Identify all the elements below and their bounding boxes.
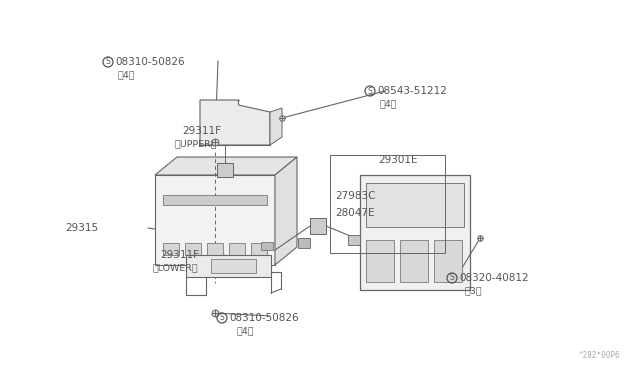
Bar (434, 240, 462, 282)
Text: 27983C: 27983C (335, 191, 376, 201)
Text: 08543-51212: 08543-51212 (377, 86, 447, 96)
Bar (185, 243, 201, 255)
Polygon shape (200, 100, 270, 145)
Text: 08310-50826: 08310-50826 (115, 57, 184, 67)
Bar (261, 242, 273, 250)
Bar (400, 240, 428, 282)
Text: 08320-40812: 08320-40812 (459, 273, 529, 283)
Bar (163, 243, 179, 255)
Text: （LOWER）: （LOWER） (153, 263, 198, 273)
Text: 29311F: 29311F (182, 126, 221, 136)
Bar (330, 155, 445, 253)
Bar (207, 243, 223, 255)
Text: （4）: （4） (118, 71, 136, 80)
Text: S: S (106, 58, 110, 67)
Bar (211, 259, 256, 273)
Text: 29301E: 29301E (378, 155, 417, 165)
Text: ^282*00P6: ^282*00P6 (579, 351, 620, 360)
Bar (229, 243, 245, 255)
Text: 28047E: 28047E (335, 208, 374, 218)
Text: （3）: （3） (465, 286, 483, 295)
Bar (251, 243, 267, 255)
Polygon shape (155, 157, 297, 175)
Bar (310, 218, 326, 234)
Polygon shape (270, 108, 282, 145)
Bar (366, 240, 394, 282)
Text: （UPPER）: （UPPER） (175, 140, 218, 148)
Bar (298, 238, 310, 248)
Text: 08310-50826: 08310-50826 (229, 313, 299, 323)
Text: 29315: 29315 (65, 223, 98, 233)
Text: 29311F: 29311F (160, 250, 199, 260)
Bar (186, 255, 271, 277)
Bar (366, 183, 464, 227)
Text: （4）: （4） (380, 99, 397, 109)
Bar (360, 175, 470, 290)
Polygon shape (275, 157, 297, 265)
Text: S: S (220, 314, 225, 323)
Text: （4）: （4） (237, 327, 255, 336)
Text: S: S (367, 87, 372, 96)
Bar (163, 195, 267, 205)
Bar (216, 163, 232, 177)
Text: S: S (450, 273, 454, 282)
Bar (155, 175, 275, 265)
Bar (348, 235, 360, 245)
